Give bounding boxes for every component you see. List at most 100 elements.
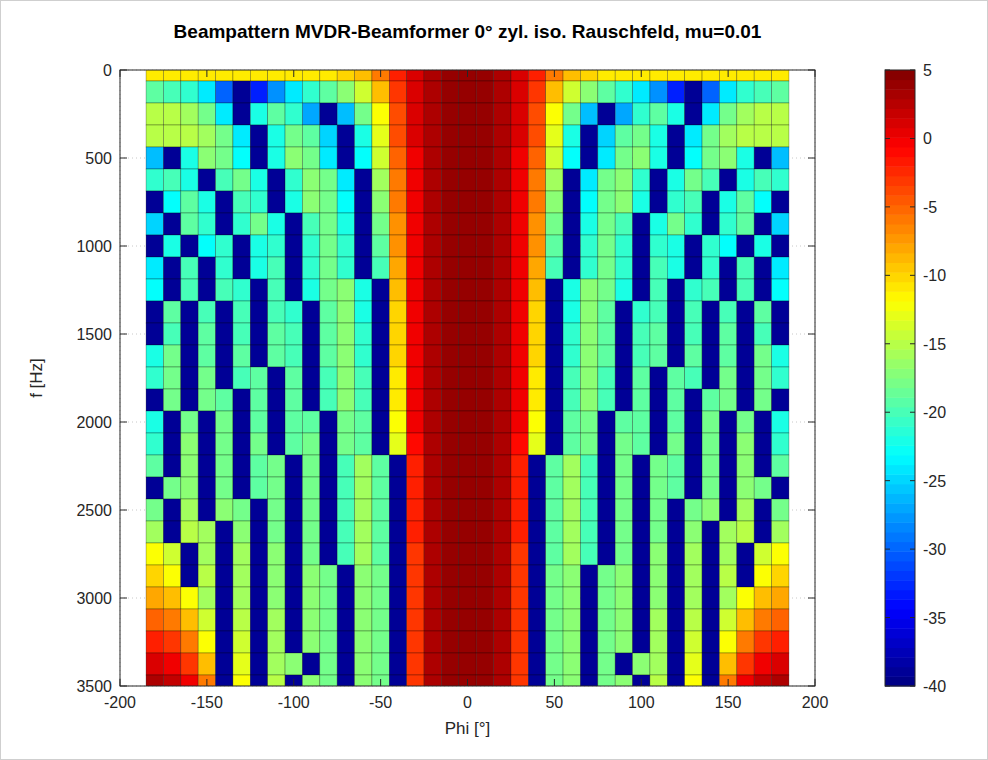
- heatmap-cell: [407, 301, 424, 323]
- heatmap-cell: [198, 213, 215, 235]
- heatmap-cell: [181, 191, 198, 213]
- heatmap-cell: [181, 235, 198, 257]
- heatmap-cell: [598, 565, 615, 587]
- y-axis-title: f [Hz]: [27, 358, 46, 398]
- heatmap-cell: [146, 213, 163, 235]
- x-tick-label: 50: [545, 694, 563, 711]
- colorbar-segment: [885, 253, 915, 263]
- x-tick-top: [554, 70, 555, 77]
- x-tick: [206, 679, 207, 686]
- colorbar-segment: [885, 513, 915, 523]
- heatmap-cell: [268, 477, 285, 499]
- heatmap-cell: [441, 653, 458, 675]
- heatmap-cell: [615, 653, 632, 675]
- heatmap-cell: [216, 257, 233, 279]
- heatmap-cell: [772, 455, 789, 477]
- heatmap-cell: [563, 455, 580, 477]
- heatmap-cell: [441, 499, 458, 521]
- colorbar-segment: [885, 648, 915, 658]
- heatmap-cell: [546, 389, 563, 411]
- heatmap-cell: [494, 367, 511, 389]
- heatmap-cell: [268, 81, 285, 103]
- heatmap-cell: [772, 169, 789, 191]
- heatmap-cell: [667, 499, 684, 521]
- colorbar-segment: [885, 368, 915, 378]
- heatmap-cell: [337, 499, 354, 521]
- heatmap-cell: [320, 279, 337, 301]
- heatmap-cell: [163, 235, 180, 257]
- colorbar-segment: [885, 359, 915, 369]
- heatmap-cell: [233, 543, 250, 565]
- heatmap-cell: [355, 543, 372, 565]
- heatmap-cell: [772, 191, 789, 213]
- heatmap-cell: [719, 653, 736, 675]
- heatmap-cell: [702, 521, 719, 543]
- heatmap-cell: [146, 257, 163, 279]
- heatmap-cell: [754, 565, 771, 587]
- heatmap-cell: [389, 521, 406, 543]
- heatmap-cell: [372, 499, 389, 521]
- heatmap-cell: [685, 81, 702, 103]
- heatmap-cell: [546, 499, 563, 521]
- heatmap-cell: [546, 103, 563, 125]
- heatmap-cell: [528, 257, 545, 279]
- heatmap-cell: [459, 455, 476, 477]
- heatmap-cell: [772, 389, 789, 411]
- heatmap-cell: [337, 169, 354, 191]
- heatmap-cell: [528, 213, 545, 235]
- heatmap-cell: [667, 323, 684, 345]
- y-tick-right: [808, 510, 815, 511]
- heatmap-cell: [719, 279, 736, 301]
- heatmap-cell: [372, 587, 389, 609]
- heatmap-cell: [563, 609, 580, 631]
- y-tick: [120, 598, 127, 599]
- heatmap-cell: [615, 147, 632, 169]
- heatmap-cell: [355, 653, 372, 675]
- heatmap-cell: [494, 257, 511, 279]
- heatmap-cell: [563, 477, 580, 499]
- colorbar-segment: [885, 474, 915, 484]
- heatmap-cell: [285, 235, 302, 257]
- colorbar-tick: [910, 138, 915, 139]
- heatmap-cell: [285, 279, 302, 301]
- heatmap-cell: [233, 653, 250, 675]
- heatmap-cell: [772, 323, 789, 345]
- heatmap-cell: [163, 345, 180, 367]
- heatmap-cell: [598, 653, 615, 675]
- heatmap-cell: [441, 103, 458, 125]
- heatmap-cell: [250, 609, 267, 631]
- heatmap-cell: [511, 235, 528, 257]
- heatmap-cell: [216, 477, 233, 499]
- heatmap-cell: [754, 675, 771, 686]
- heatmap-cell: [546, 543, 563, 565]
- heatmap-cell: [580, 345, 597, 367]
- heatmap-cell: [146, 455, 163, 477]
- heatmap-cell: [198, 455, 215, 477]
- heatmap-cell: [737, 565, 754, 587]
- heatmap-cell: [268, 323, 285, 345]
- heatmap-cell: [476, 257, 493, 279]
- heatmap-cell: [233, 631, 250, 653]
- heatmap-cell: [772, 125, 789, 147]
- heatmap-cell: [754, 103, 771, 125]
- heatmap-cell: [337, 367, 354, 389]
- heatmap-cell: [702, 587, 719, 609]
- heatmap-cell: [250, 70, 267, 81]
- heatmap-cell: [407, 70, 424, 81]
- colorbar-segment: [885, 638, 915, 648]
- heatmap-cell: [250, 653, 267, 675]
- heatmap-cell: [598, 521, 615, 543]
- heatmap-cell: [146, 367, 163, 389]
- y-tick-label: 0: [103, 62, 112, 79]
- colorbar-segment: [885, 109, 915, 119]
- heatmap-cell: [181, 631, 198, 653]
- heatmap-cell: [198, 257, 215, 279]
- figure: -200-150-100-500501001502000500100015002…: [0, 0, 988, 760]
- heatmap-cell: [702, 411, 719, 433]
- heatmap-cell: [528, 609, 545, 631]
- colorbar-segment: [885, 445, 915, 455]
- heatmap-cell: [424, 543, 441, 565]
- heatmap-cell: [702, 125, 719, 147]
- heatmap-cell: [580, 147, 597, 169]
- heatmap-cell: [528, 675, 545, 686]
